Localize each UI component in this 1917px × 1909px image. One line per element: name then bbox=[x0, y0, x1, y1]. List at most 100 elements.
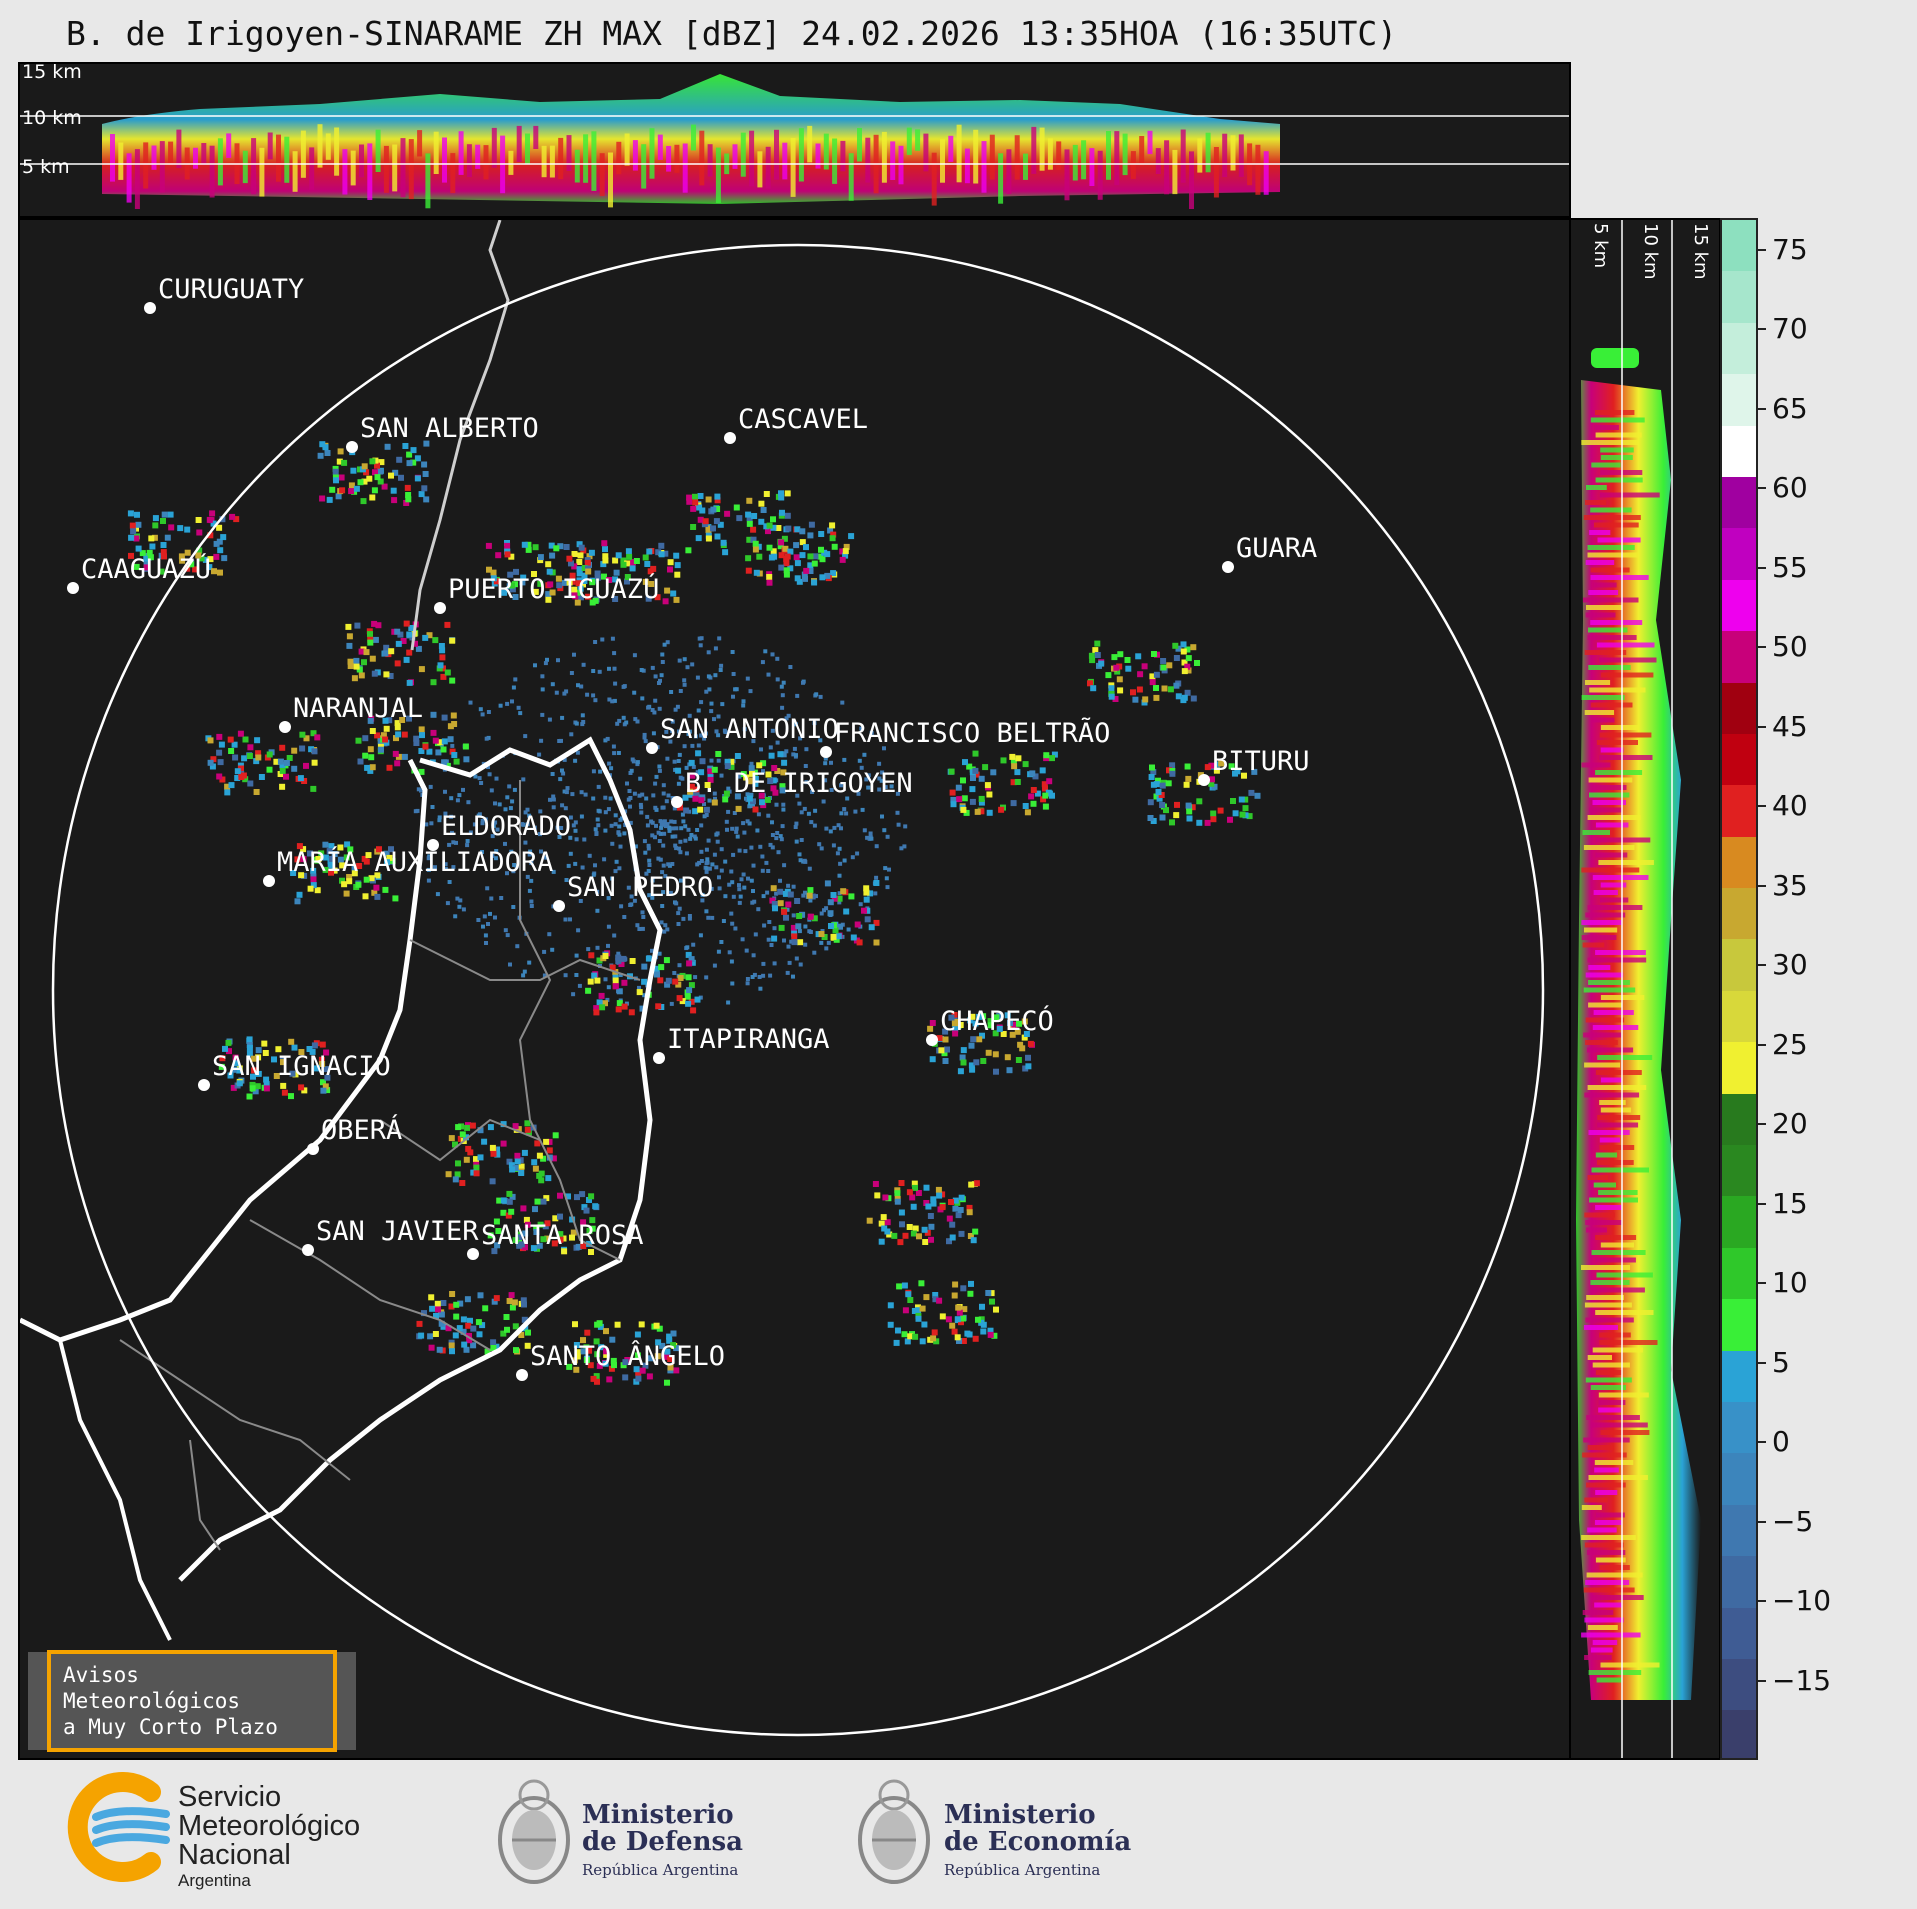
city-marker[interactable] bbox=[926, 1034, 938, 1046]
defensa-line-3: República Argentina bbox=[582, 1860, 739, 1879]
city-label: CHAPECÓ bbox=[940, 1005, 1054, 1037]
colorbar-tick-mark bbox=[1758, 328, 1766, 331]
warning-box[interactable]: Avisos Meteorológicos a Muy Corto Plazo bbox=[28, 1649, 356, 1753]
city-marker[interactable] bbox=[279, 721, 291, 733]
city-marker[interactable] bbox=[553, 900, 565, 912]
city-label: OBERÁ bbox=[321, 1114, 402, 1146]
smn-logo-icon bbox=[67, 1772, 170, 1882]
economia-line-2: de Economía bbox=[944, 1827, 1132, 1858]
department-boundaries bbox=[119, 780, 641, 1551]
city-marker[interactable] bbox=[467, 1248, 479, 1260]
reflectivity-echoes bbox=[127, 440, 1261, 1386]
colorbar-tick-mark bbox=[1758, 964, 1766, 967]
paraguay-brazil-border bbox=[410, 220, 510, 651]
range-ring bbox=[51, 243, 1545, 1737]
colorbar-tick-mark bbox=[1758, 884, 1766, 887]
city-marker[interactable] bbox=[144, 302, 156, 314]
city-label: ITAPIRANGA bbox=[667, 1024, 830, 1055]
city-label: CURUGUATY bbox=[158, 274, 304, 305]
radar-map[interactable]: CURUGUATY SAN ALBERTO CASCAVEL CAAGUAZÚ GUAR… bbox=[18, 218, 1571, 1760]
side-alt-label-10km: 10 km bbox=[1640, 223, 1661, 280]
smn-country: Argentina bbox=[178, 1871, 251, 1890]
colorbar-tick-mark bbox=[1758, 805, 1766, 808]
colorbar-tick-label: 5 bbox=[1772, 1345, 1790, 1379]
city-label: SAN ALBERTO bbox=[360, 413, 539, 444]
city-marker[interactable] bbox=[1198, 774, 1210, 786]
colorbar-tick-label: 35 bbox=[1772, 868, 1808, 902]
city-marker[interactable] bbox=[302, 1244, 314, 1256]
smn-logo-text: Servicio Meteorológico Nacional Argentin… bbox=[178, 1783, 361, 1890]
city-label: BITURU bbox=[1212, 746, 1310, 777]
colorbar-tick-label: −10 bbox=[1772, 1584, 1832, 1618]
colorbar-tick-label: 50 bbox=[1772, 630, 1808, 664]
colorbar-tick-label: 10 bbox=[1772, 1266, 1808, 1300]
city-marker[interactable] bbox=[646, 742, 658, 754]
top-alt-label-15km: 15 km bbox=[22, 62, 82, 83]
city-marker[interactable] bbox=[307, 1143, 319, 1155]
city-marker[interactable] bbox=[671, 796, 683, 808]
city-label: SAN ANTONIO bbox=[660, 714, 839, 745]
colorbar-tick-mark bbox=[1758, 1679, 1766, 1682]
south-border bbox=[58, 1339, 172, 1641]
city-label: CAAGUAZÚ bbox=[81, 553, 211, 585]
smn-line-2: Meteorológico bbox=[178, 1810, 361, 1842]
city-label: SAN IGNACIO bbox=[212, 1051, 391, 1082]
economia-seal-icon bbox=[858, 1779, 930, 1884]
colorbar-tick-label: −15 bbox=[1772, 1663, 1832, 1697]
colorbar-tick-label: 75 bbox=[1772, 232, 1808, 266]
colorbar-tick-mark bbox=[1758, 566, 1766, 569]
colorbar-tick-mark bbox=[1758, 1123, 1766, 1126]
city-marker[interactable] bbox=[67, 582, 79, 594]
city-label: SAN JAVIER bbox=[316, 1216, 479, 1247]
colorbar-tick-label: 25 bbox=[1772, 1027, 1808, 1061]
colorbar-tick-mark bbox=[1758, 1361, 1766, 1364]
city-label: B. DE IRIGOYEN bbox=[685, 768, 913, 799]
city-label: PUERTO IGUAZÚ bbox=[448, 573, 659, 605]
colorbar-tick-mark bbox=[1758, 1600, 1766, 1603]
top-alt-label-10km: 10 km bbox=[22, 107, 82, 129]
chart-title: B. de Irigoyen-SINARAME ZH MAX [dBZ] 24.… bbox=[66, 14, 1398, 53]
city-marker[interactable] bbox=[724, 432, 736, 444]
side-echo-profile bbox=[1576, 220, 1701, 1758]
city-marker[interactable] bbox=[346, 441, 358, 453]
colorbar-tick-mark bbox=[1758, 725, 1766, 728]
city-marker[interactable] bbox=[263, 875, 275, 887]
defensa-seal-icon bbox=[498, 1779, 570, 1884]
city-marker[interactable] bbox=[516, 1369, 528, 1381]
city-marker[interactable] bbox=[434, 602, 446, 614]
economia-logo-text: Ministerio de Economía República Argenti… bbox=[944, 1800, 1132, 1878]
colorbar-tick-label: 55 bbox=[1772, 550, 1808, 584]
city-label: CASCAVEL bbox=[738, 404, 868, 435]
city-marker[interactable] bbox=[198, 1079, 210, 1091]
side-alt-label-5km: 5 km bbox=[1590, 223, 1611, 269]
top-echo-profile bbox=[20, 74, 1569, 209]
colorbar-tick-mark bbox=[1758, 407, 1766, 410]
city-label: GUARA bbox=[1236, 533, 1317, 564]
warning-line-2: a Muy Corto Plazo bbox=[63, 1715, 278, 1740]
defensa-line-2: de Defensa bbox=[582, 1827, 743, 1858]
colorbar-tick-mark bbox=[1758, 1441, 1766, 1444]
city-marker[interactable] bbox=[427, 839, 439, 851]
city-marker[interactable] bbox=[1222, 561, 1234, 573]
parana-river bbox=[20, 758, 428, 1343]
city-label: SAN PEDRO bbox=[567, 872, 713, 903]
colorbar bbox=[1720, 218, 1758, 1760]
colorbar-tick-mark bbox=[1758, 1043, 1766, 1046]
uruguay-iguazu-river bbox=[178, 736, 663, 1582]
colorbar-tick-mark bbox=[1758, 646, 1766, 649]
economia-line-1: Ministerio bbox=[944, 1800, 1096, 1830]
defensa-line-1: Ministerio bbox=[582, 1800, 734, 1830]
vertical-cross-section-side: 5 km 10 km 15 km bbox=[1569, 218, 1721, 1760]
city-label: NARANJAL bbox=[293, 693, 423, 724]
colorbar-tick-mark bbox=[1758, 1202, 1766, 1205]
city-marker[interactable] bbox=[820, 746, 832, 758]
city-label: SANTO ÂNGELO bbox=[530, 1340, 725, 1372]
city-marker[interactable] bbox=[653, 1052, 665, 1064]
colorbar-tick-label: 30 bbox=[1772, 948, 1808, 982]
colorbar-tick-label: 0 bbox=[1772, 1425, 1790, 1459]
colorbar-tick-label: 15 bbox=[1772, 1186, 1808, 1220]
colorbar-tick-label: 70 bbox=[1772, 312, 1808, 346]
colorbar-tick-label: 65 bbox=[1772, 391, 1808, 425]
city-label: SANTA ROSA bbox=[481, 1220, 644, 1251]
warning-line-1: Avisos Meteorológicos bbox=[63, 1662, 241, 1713]
